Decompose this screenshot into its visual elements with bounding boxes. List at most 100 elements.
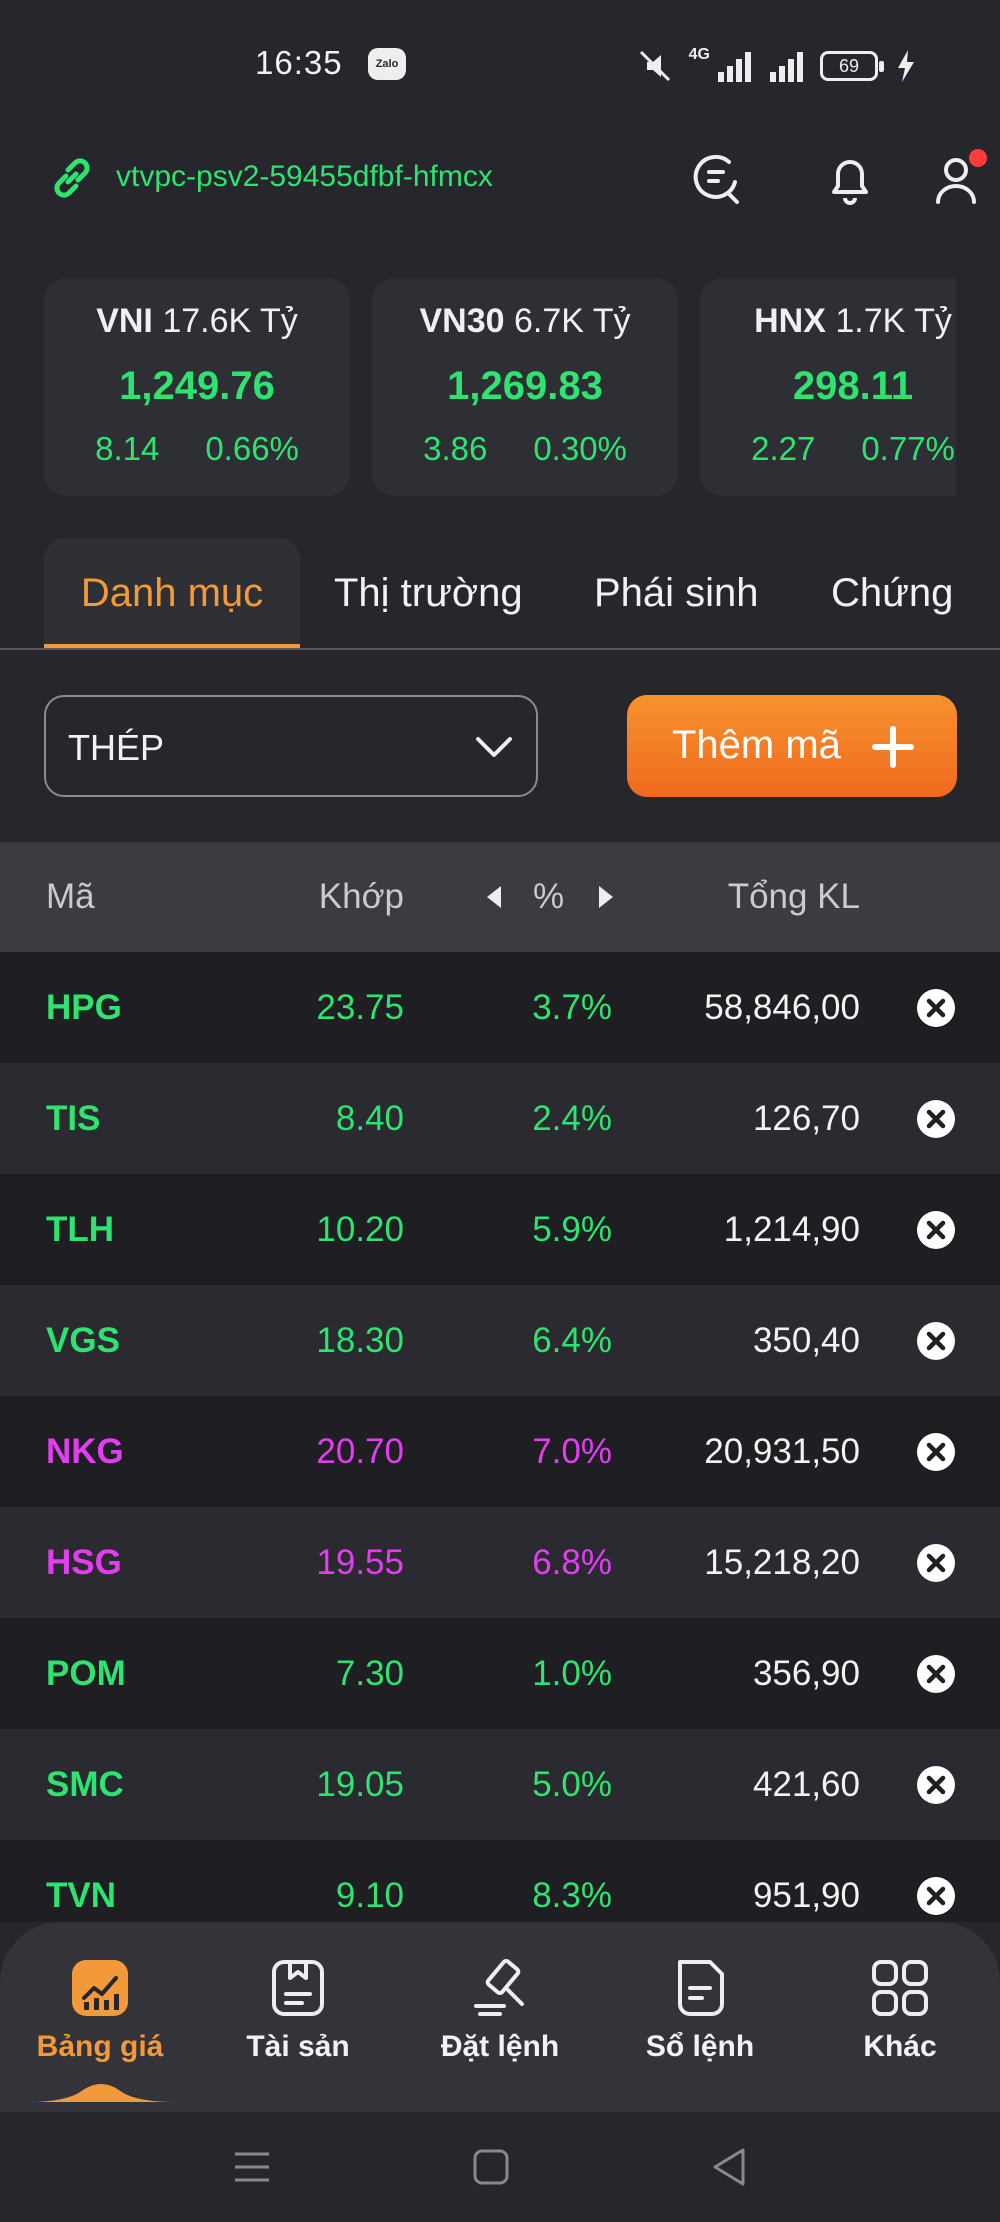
remove-icon[interactable] bbox=[916, 1765, 956, 1805]
row-symbol[interactable]: SMC bbox=[46, 1765, 124, 1804]
nav-tai-san[interactable]: Tài sản bbox=[208, 1958, 388, 2098]
row-symbol[interactable]: VGS bbox=[46, 1321, 120, 1360]
nav-khac[interactable]: Khác bbox=[810, 1958, 990, 2098]
status-bar: 16:35 Zalo 4G 69 bbox=[0, 0, 1000, 130]
header-pct: % bbox=[533, 877, 565, 916]
index-name: HNX bbox=[754, 302, 826, 340]
caret-right-icon[interactable] bbox=[597, 884, 615, 910]
remove-icon[interactable] bbox=[916, 1321, 956, 1361]
network-type: 4G bbox=[688, 46, 710, 63]
app-header: vtvpc-psv2-59455dfbf-hfmcx bbox=[0, 130, 1000, 240]
remove-icon[interactable] bbox=[916, 1876, 956, 1916]
row-symbol[interactable]: NKG bbox=[46, 1432, 124, 1471]
order-book-icon bbox=[678, 1960, 724, 2016]
nav-label: Khác bbox=[863, 2030, 937, 2063]
caret-left-icon[interactable] bbox=[485, 884, 503, 910]
nav-label: Đặt lệnh bbox=[440, 2030, 560, 2063]
nav-label: Tài sản bbox=[246, 2030, 350, 2063]
row-volume: 15,218,20 bbox=[704, 1543, 860, 1582]
status-indicators: 4G 69 bbox=[635, 46, 916, 86]
index-value: 298.11 bbox=[792, 364, 914, 408]
nav-dat-lenh[interactable]: Đặt lệnh bbox=[410, 1958, 590, 2098]
tab-phai-sinh[interactable]: Phái sinh bbox=[594, 571, 759, 615]
account-name[interactable]: vtvpc-psv2-59455dfbf-hfmcx bbox=[116, 160, 493, 193]
signal-icon-2 bbox=[770, 52, 803, 82]
chevron-down-icon bbox=[476, 737, 512, 757]
row-price: 7.30 bbox=[335, 1654, 404, 1693]
notification-dot bbox=[969, 149, 987, 167]
add-symbol-label: Thêm mã bbox=[672, 723, 841, 767]
nav-so-lenh[interactable]: Sổ lệnh bbox=[610, 1958, 790, 2098]
index-card-vni[interactable]: VNI 17.6K Tỷ 1,249.76 8.14 0.66% bbox=[44, 278, 350, 496]
back-icon[interactable] bbox=[705, 2142, 755, 2192]
table-row[interactable]: TVN 9.10 8.3% 951,90 bbox=[0, 1840, 1000, 1922]
tab-chung[interactable]: Chứng bbox=[831, 571, 954, 615]
row-symbol[interactable]: TIS bbox=[46, 1099, 101, 1138]
link-icon bbox=[54, 158, 90, 198]
remove-icon[interactable] bbox=[916, 1543, 956, 1583]
row-symbol[interactable]: TVN bbox=[46, 1876, 116, 1915]
remove-icon[interactable] bbox=[916, 1099, 956, 1139]
market-index-strip[interactable]: VNI 17.6K Tỷ 1,249.76 8.14 0.66% VN30 6.7… bbox=[44, 278, 956, 498]
row-price: 20.70 bbox=[316, 1432, 404, 1471]
table-row[interactable]: VGS 18.30 6.4% 350,40 bbox=[0, 1285, 1000, 1396]
refresh-search-icon[interactable] bbox=[687, 148, 747, 208]
nav-bang-gia[interactable]: Bảng giá bbox=[10, 1958, 190, 2098]
tab-thi-truong[interactable]: Thị trường bbox=[334, 571, 523, 615]
row-change-pct: 6.8% bbox=[532, 1543, 612, 1582]
table-header: Mã Khớp % Tổng KL bbox=[0, 842, 1000, 952]
row-symbol[interactable]: HSG bbox=[46, 1543, 122, 1582]
tab-danh-muc[interactable]: Danh mục bbox=[44, 538, 300, 648]
row-price: 23.75 bbox=[316, 988, 404, 1027]
remove-icon[interactable] bbox=[916, 988, 956, 1028]
remove-icon[interactable] bbox=[916, 1654, 956, 1694]
chart-icon bbox=[72, 1960, 128, 2016]
user-icon[interactable] bbox=[928, 148, 988, 208]
charging-icon bbox=[898, 50, 914, 82]
row-symbol[interactable]: POM bbox=[46, 1654, 126, 1693]
header-price: Khớp bbox=[318, 877, 404, 916]
table-row[interactable]: TIS 8.40 2.4% 126,70 bbox=[0, 1063, 1000, 1174]
home-icon[interactable] bbox=[466, 2142, 516, 2192]
table-row[interactable]: NKG 20.70 7.0% 20,931,50 bbox=[0, 1396, 1000, 1507]
remove-icon[interactable] bbox=[916, 1210, 956, 1250]
remove-icon[interactable] bbox=[916, 1432, 956, 1472]
index-volume: 17.6K Tỷ bbox=[162, 302, 298, 340]
row-volume: 126,70 bbox=[752, 1099, 860, 1138]
add-symbol-button[interactable]: Thêm mã bbox=[627, 695, 957, 797]
row-price: 9.10 bbox=[335, 1876, 404, 1915]
bell-icon[interactable] bbox=[820, 148, 880, 208]
watchlist-dropdown[interactable]: THÉP bbox=[44, 695, 538, 797]
bottom-navigation: Bảng giá Tài sản Đặt lệnh bbox=[0, 1922, 1000, 2112]
table-row[interactable]: HPG 23.75 3.7% 58,846,00 bbox=[0, 952, 1000, 1063]
table-row[interactable]: SMC 19.05 5.0% 421,60 bbox=[0, 1729, 1000, 1840]
status-time: 16:35 bbox=[255, 44, 343, 81]
row-volume: 1,214,90 bbox=[723, 1210, 860, 1249]
row-volume: 356,90 bbox=[752, 1654, 860, 1693]
row-change-pct: 5.9% bbox=[532, 1210, 612, 1249]
row-change-pct: 1.0% bbox=[532, 1654, 612, 1693]
index-name: VNI bbox=[96, 302, 153, 340]
header-symbol: Mã bbox=[46, 877, 95, 916]
index-change: 3.86 bbox=[423, 430, 488, 467]
row-symbol[interactable]: HPG bbox=[46, 988, 122, 1027]
nav-label: Sổ lệnh bbox=[645, 2030, 755, 2063]
watchlist-selected: THÉP bbox=[68, 727, 165, 768]
index-card-vn30[interactable]: VN30 6.7K Tỷ 1,269.83 3.86 0.30% bbox=[372, 278, 678, 496]
grid-icon bbox=[872, 1960, 928, 2016]
mute-icon bbox=[639, 50, 670, 82]
table-row[interactable]: TLH 10.20 5.9% 1,214,90 bbox=[0, 1174, 1000, 1285]
index-card-hnx[interactable]: HNX 1.7K Tỷ 298.11 2.27 0.77% bbox=[700, 278, 956, 496]
wallet-icon bbox=[272, 1960, 324, 2016]
index-change-pct: 0.30% bbox=[533, 430, 627, 467]
battery-icon: 69 bbox=[820, 51, 884, 81]
watchlist-table: HPG 23.75 3.7% 58,846,00 TIS 8.40 2.4% 126,70 TL… bbox=[0, 952, 1000, 1922]
row-symbol[interactable]: TLH bbox=[46, 1210, 115, 1249]
row-price: 18.30 bbox=[316, 1321, 404, 1360]
row-price: 10.20 bbox=[316, 1210, 404, 1249]
recent-apps-icon[interactable] bbox=[227, 2142, 277, 2192]
table-row[interactable]: POM 7.30 1.0% 356,90 bbox=[0, 1618, 1000, 1729]
row-volume: 350,40 bbox=[752, 1321, 860, 1360]
table-row[interactable]: HSG 19.55 6.8% 15,218,20 bbox=[0, 1507, 1000, 1618]
